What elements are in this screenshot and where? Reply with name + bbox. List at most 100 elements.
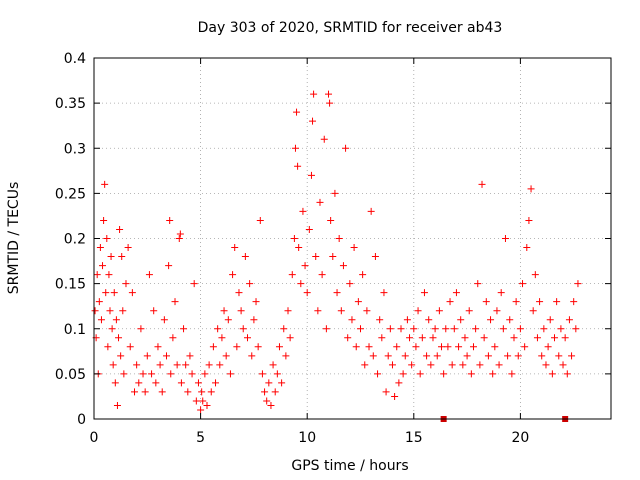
data-point: [572, 325, 580, 333]
x-tick-label: 10: [298, 430, 316, 446]
data-point: [184, 388, 192, 396]
data-point: [111, 379, 119, 387]
data-point: [169, 334, 177, 342]
data-point: [192, 397, 200, 405]
data-point: [414, 307, 422, 315]
data-point: [265, 379, 273, 387]
data-point: [440, 370, 448, 378]
data-point: [148, 370, 156, 378]
data-point: [166, 216, 174, 224]
data-point: [478, 180, 486, 188]
data-point: [126, 343, 134, 351]
data-point: [369, 352, 377, 360]
data-point: [425, 316, 433, 324]
data-point: [382, 388, 390, 396]
data-point: [118, 253, 126, 261]
data-point: [536, 298, 544, 306]
data-point: [544, 343, 552, 351]
data-point: [107, 253, 115, 261]
data-point: [367, 207, 375, 215]
data-point: [448, 361, 456, 369]
data-point: [203, 401, 211, 409]
data-point: [254, 343, 262, 351]
data-point: [337, 307, 345, 315]
data-point: [173, 361, 181, 369]
data-point: [335, 235, 343, 242]
data-point: [565, 316, 573, 324]
data-point: [291, 144, 299, 152]
data-point: [110, 289, 118, 297]
data-point: [309, 117, 317, 125]
data-point: [222, 352, 230, 360]
data-point: [120, 370, 128, 378]
data-point: [269, 361, 277, 369]
data-point: [305, 225, 313, 233]
data-point: [186, 352, 194, 360]
data-point: [320, 135, 328, 143]
data-point: [312, 253, 320, 261]
data-point: [299, 207, 307, 215]
data-point: [563, 370, 571, 378]
data-point: [412, 343, 420, 351]
data-point: [476, 361, 484, 369]
data-point: [510, 334, 518, 342]
data-point: [446, 298, 454, 306]
data-point: [423, 352, 431, 360]
data-point: [527, 185, 535, 193]
data-point: [252, 298, 260, 306]
data-point: [429, 334, 437, 342]
data-point: [226, 370, 234, 378]
data-point: [216, 361, 224, 369]
data-point: [102, 289, 110, 297]
data-point: [469, 343, 477, 351]
data-point: [229, 271, 237, 279]
chart-title: Day 303 of 2020, SRMTID for receiver ab4…: [198, 20, 503, 36]
data-point: [176, 230, 184, 238]
data-point: [95, 298, 103, 306]
data-point: [499, 325, 507, 333]
data-point: [96, 244, 104, 252]
data-point: [551, 334, 559, 342]
data-point: [278, 379, 286, 387]
data-point: [516, 325, 524, 333]
data-point: [442, 325, 450, 333]
y-tick-label: 0.35: [55, 96, 86, 112]
data-points: [91, 90, 582, 414]
data-point: [525, 216, 533, 224]
data-point: [346, 280, 354, 288]
data-point: [109, 361, 117, 369]
data-point: [555, 352, 563, 360]
data-point: [201, 370, 209, 378]
data-point: [480, 334, 488, 342]
data-point: [438, 343, 446, 351]
data-point: [297, 280, 305, 288]
data-point: [303, 289, 311, 297]
data-point: [263, 397, 271, 405]
data-point: [106, 307, 114, 315]
data-point: [359, 271, 367, 279]
data-point: [435, 307, 443, 315]
data-point: [150, 307, 158, 315]
data-point: [248, 352, 256, 360]
data-point: [258, 370, 266, 378]
data-point: [365, 343, 373, 351]
data-point: [152, 379, 160, 387]
data-point: [399, 370, 407, 378]
data-point: [406, 334, 414, 342]
data-point: [504, 352, 512, 360]
x-tick-label: 0: [90, 430, 99, 446]
y-tick-label: 0.15: [55, 277, 86, 293]
data-point: [212, 379, 220, 387]
data-point: [209, 343, 217, 351]
data-point: [93, 271, 101, 279]
data-point: [237, 307, 245, 315]
data-point: [519, 280, 527, 288]
x-tick-label: 5: [196, 430, 205, 446]
data-point: [463, 352, 471, 360]
data-point: [314, 307, 322, 315]
data-point: [574, 280, 582, 288]
data-point: [122, 280, 130, 288]
data-point: [474, 280, 482, 288]
data-point: [484, 352, 492, 360]
